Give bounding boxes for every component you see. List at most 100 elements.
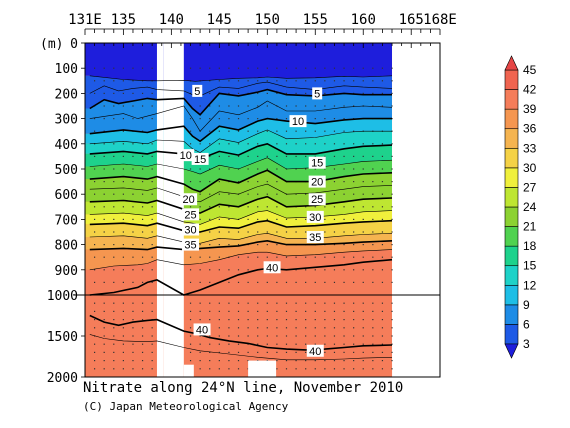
station-dot: [285, 351, 288, 353]
station-dot: [209, 193, 211, 195]
station-dot: [247, 130, 249, 132]
contour-label-bg-16: [306, 344, 324, 357]
station-dot: [285, 360, 288, 362]
station-dot: [218, 231, 220, 233]
station-dot: [228, 130, 230, 132]
station-dot: [372, 327, 374, 329]
station-dot: [372, 269, 374, 271]
station-dot: [218, 218, 220, 220]
station-dot: [372, 92, 374, 94]
station-dot: [237, 80, 240, 82]
station-dot: [343, 310, 345, 312]
station-dot: [218, 244, 220, 246]
station-dot: [209, 92, 211, 94]
station-dot: [103, 206, 105, 208]
station-dot: [132, 343, 134, 345]
station-dot: [324, 105, 326, 107]
station-dot: [113, 67, 115, 69]
station-dot: [372, 67, 374, 69]
station-dot: [266, 343, 268, 345]
station-dot: [324, 67, 326, 69]
station-dot: [141, 105, 144, 107]
station-dot: [362, 351, 364, 353]
station-dot: [122, 181, 124, 183]
station-dot: [362, 327, 364, 329]
station-dot: [228, 327, 230, 329]
station-dot: [257, 181, 259, 183]
station-dot: [266, 327, 268, 329]
station-dot: [151, 343, 153, 345]
station-dot: [266, 310, 268, 312]
station-dot: [151, 327, 153, 329]
station-dot: [151, 269, 153, 271]
station-dot: [314, 368, 316, 370]
station-dot: [314, 319, 316, 321]
station-dot: [333, 335, 336, 337]
station-dot: [343, 351, 345, 353]
station-dot: [266, 181, 268, 183]
station-dot: [362, 256, 364, 258]
station-dot: [257, 118, 259, 120]
station-dot: [141, 92, 144, 94]
station-dot: [199, 360, 201, 362]
station-dot: [141, 368, 144, 370]
station-dot: [218, 310, 220, 312]
station-dot: [353, 181, 355, 183]
station-dot: [324, 206, 326, 208]
station-dot: [113, 335, 115, 337]
station-dot: [141, 360, 144, 362]
station-dot: [228, 351, 230, 353]
station-dot: [391, 143, 393, 145]
station-dot: [276, 335, 278, 337]
station-dot: [353, 80, 355, 82]
station-dot: [103, 118, 105, 120]
station-dot: [353, 231, 355, 233]
station-dot: [237, 118, 240, 120]
station-dot: [362, 143, 364, 145]
station-dot: [295, 319, 297, 321]
station-dot: [189, 319, 192, 321]
station-dot: [237, 181, 240, 183]
station-dot: [132, 281, 134, 283]
station-dot: [237, 269, 240, 271]
contour-label-16: 40: [309, 346, 321, 358]
station-dot: [199, 244, 201, 246]
station-dot: [247, 269, 249, 271]
station-dot: [391, 105, 393, 107]
station-dot: [314, 256, 316, 258]
station-dot: [132, 319, 134, 321]
station-dot: [391, 244, 393, 246]
station-dot: [372, 368, 374, 370]
y-tick-label-300: 300: [55, 113, 78, 128]
station-dot: [141, 302, 144, 304]
station-dot: [362, 80, 364, 82]
station-dot: [343, 281, 345, 283]
station-dot: [353, 218, 355, 220]
station-dot: [113, 244, 115, 246]
station-dot: [113, 256, 115, 258]
station-dot: [362, 281, 364, 283]
station-dot: [103, 335, 105, 337]
station-dot: [343, 118, 345, 120]
station-dot: [353, 302, 355, 304]
station-dot: [103, 327, 105, 329]
station-dot: [353, 368, 355, 370]
station-dot: [353, 143, 355, 145]
station-dot: [93, 360, 96, 362]
contour-label-15: 40: [196, 324, 208, 336]
station-dot: [228, 310, 230, 312]
station-dot: [353, 206, 355, 208]
station-dot: [381, 335, 384, 337]
station-dot: [381, 256, 384, 258]
station-dot: [314, 281, 316, 283]
station-dot: [228, 269, 230, 271]
contour-line-17: [89, 314, 393, 351]
station-dot: [257, 193, 259, 195]
station-dot: [257, 302, 259, 304]
station-dot: [189, 343, 192, 345]
station-dot: [276, 327, 278, 329]
station-dot: [237, 281, 240, 283]
station-dot: [295, 269, 297, 271]
station-dot: [266, 218, 268, 220]
